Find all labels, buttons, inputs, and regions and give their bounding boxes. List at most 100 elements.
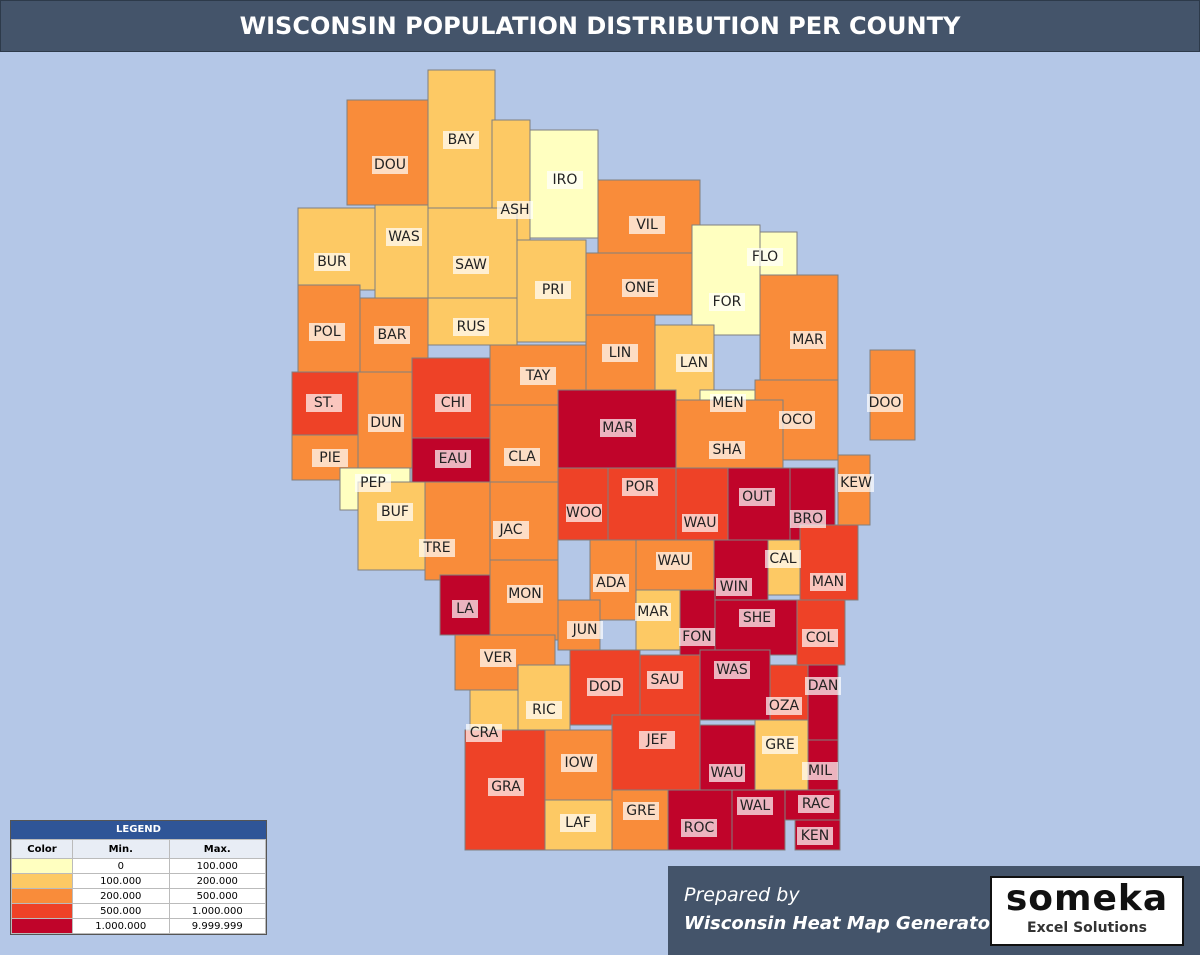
legend-min: 100.000 — [72, 873, 170, 889]
county-label: SAU — [651, 672, 680, 688]
county — [346, 99, 429, 206]
legend-max: 9.999.999 — [168, 918, 266, 934]
legend-row: 0 100.000 — [11, 858, 266, 874]
county-label: RIC — [532, 702, 556, 718]
label-box — [587, 678, 623, 696]
county-label: CRA — [470, 725, 499, 741]
county-label: IOW — [565, 755, 594, 771]
legend: LEGEND Color Min. Max. 0 100.000 100.000 200.0… — [10, 820, 267, 935]
county-label: DOD — [589, 679, 622, 695]
county — [424, 481, 491, 581]
county-label: BUF — [381, 504, 409, 520]
label-box — [790, 331, 826, 349]
county — [517, 664, 571, 731]
county-label: LAF — [565, 815, 591, 831]
label-box — [560, 814, 596, 832]
county-label: MEN — [712, 395, 743, 411]
label-box — [790, 510, 826, 528]
label-box — [593, 574, 629, 592]
label-box — [309, 323, 345, 341]
county — [611, 714, 701, 791]
label-box — [798, 795, 834, 813]
county-label: BUR — [317, 254, 347, 270]
county-label: WIN — [720, 579, 748, 595]
label-box — [765, 550, 801, 568]
label-box — [602, 344, 638, 362]
county-label: WAU — [711, 765, 744, 781]
label-box — [312, 449, 348, 467]
label-box — [452, 600, 478, 618]
legend-min: 200.000 — [72, 888, 170, 904]
county-label: DOU — [374, 157, 406, 173]
county-label: MAR — [792, 332, 824, 348]
legend-swatch — [11, 903, 73, 919]
county-label: SAW — [455, 257, 487, 273]
label-box — [526, 701, 562, 719]
label-box — [443, 131, 479, 149]
footer-line: Prepared by — [684, 884, 800, 906]
county-label: FOR — [713, 294, 742, 310]
county-label: WAU — [658, 553, 691, 569]
county-label: OZA — [769, 698, 800, 714]
label-box — [547, 171, 583, 189]
county-label: ROC — [684, 820, 715, 836]
county-label: OCO — [781, 412, 813, 428]
county-label: DUN — [370, 415, 402, 431]
label-box — [867, 394, 903, 412]
county-label: SHE — [743, 610, 771, 626]
legend-swatch — [11, 918, 73, 934]
county-label: POR — [625, 479, 654, 495]
legend-swatch — [11, 888, 73, 904]
county-label: JUN — [572, 622, 598, 638]
county-label: WAL — [740, 798, 771, 814]
county-label: KEN — [801, 828, 830, 844]
county-label: ASH — [501, 202, 530, 218]
label-box — [306, 394, 342, 412]
county-label: JEF — [645, 732, 667, 748]
label-box — [676, 354, 712, 372]
county — [714, 599, 798, 656]
county-label: EAU — [439, 451, 468, 467]
county-label: WAS — [388, 229, 420, 245]
county-label: VER — [484, 650, 512, 666]
label-box — [600, 419, 636, 437]
label-box — [372, 156, 408, 174]
county-label: FLO — [752, 249, 778, 265]
label-box — [710, 394, 746, 412]
county-label: MAR — [602, 420, 634, 436]
label-box — [656, 552, 692, 570]
label-box — [480, 649, 516, 667]
county-label: PRI — [542, 282, 564, 298]
label-box — [567, 621, 603, 639]
legend-max: 100.000 — [168, 858, 266, 874]
label-box — [714, 661, 750, 679]
label-box — [435, 450, 471, 468]
county — [427, 207, 518, 299]
legend-header: Color — [11, 839, 73, 859]
label-box — [355, 474, 391, 492]
label-box — [635, 603, 671, 621]
legend-min: 0 — [72, 858, 170, 874]
county-label: WAS — [716, 662, 748, 678]
legend-row: 500.000 1.000.000 — [11, 903, 266, 919]
county-label: MON — [508, 586, 542, 602]
county-label: DAN — [808, 678, 839, 694]
label-box — [493, 521, 529, 539]
label-box — [520, 367, 556, 385]
county-label: VIL — [636, 217, 658, 233]
label-box — [435, 394, 471, 412]
legend-row: 200.000 500.000 — [11, 888, 266, 904]
label-box — [682, 514, 718, 532]
label-box — [747, 248, 783, 266]
label-box — [647, 671, 683, 689]
county-label: LAN — [680, 355, 708, 371]
county-label: FON — [682, 629, 712, 645]
label-box — [488, 778, 524, 796]
legend-max: 200.000 — [168, 873, 266, 889]
county-label: MAR — [637, 604, 669, 620]
county-label: BRO — [793, 511, 823, 527]
county-label: GRE — [765, 737, 794, 753]
logo-subtext: Excel Solutions — [1027, 920, 1147, 936]
label-box — [622, 478, 658, 496]
